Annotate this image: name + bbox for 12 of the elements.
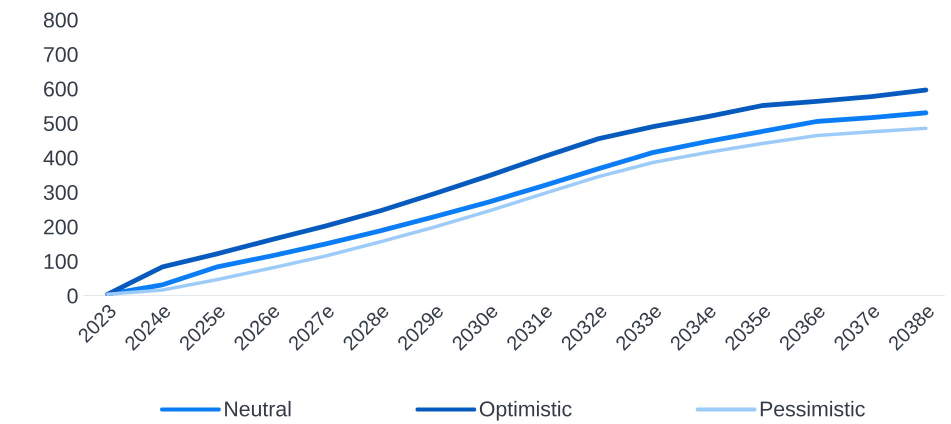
y-tick-label: 300 (44, 185, 78, 200)
y-tick-label: 400 (43, 150, 78, 166)
legend-label: Optimistic (480, 401, 572, 421)
y-tick-label: 600 (44, 82, 78, 97)
y-tick-label: 700 (44, 47, 78, 62)
y-tick-label: 100 (44, 254, 78, 270)
legend-label: Neutral (225, 401, 290, 417)
y-tick-label: 200 (44, 220, 78, 235)
y-tick-label: 0 (67, 288, 78, 304)
y-tick-label: 500 (44, 116, 78, 132)
y-tick-label: 800 (44, 12, 78, 28)
legend-label: Pessimistic (760, 401, 865, 417)
